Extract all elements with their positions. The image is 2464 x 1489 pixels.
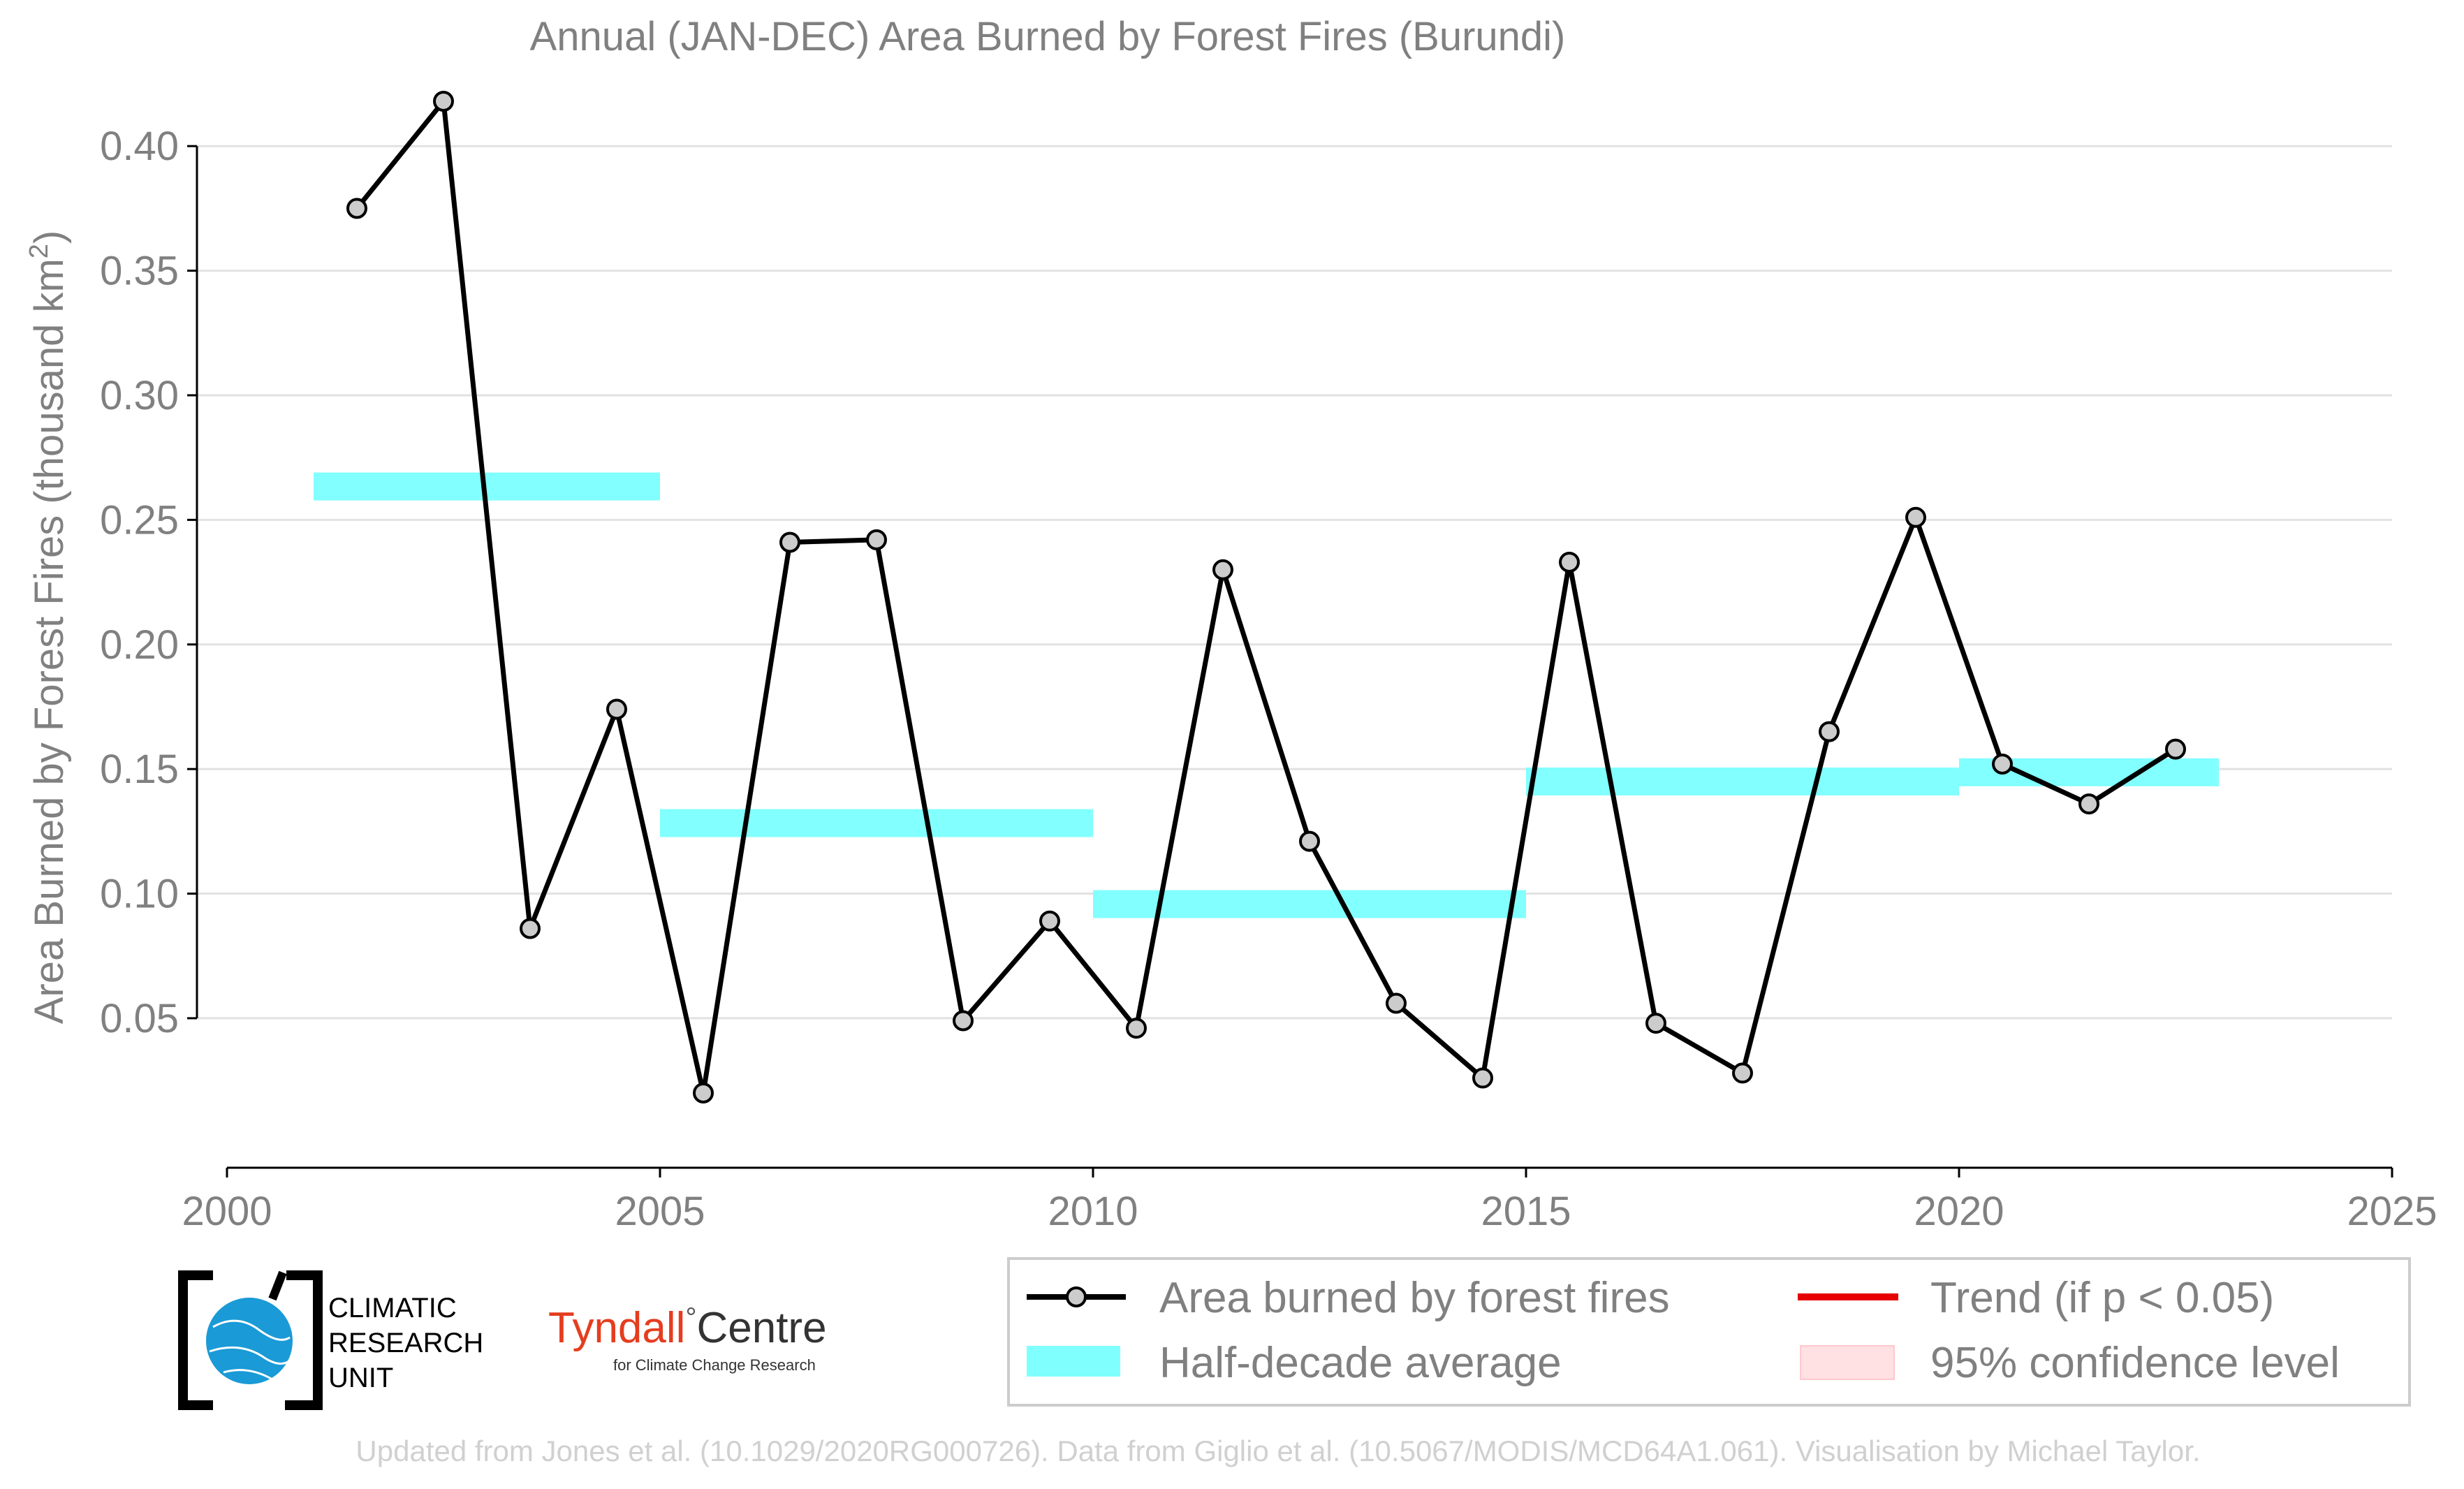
data-point — [2078, 793, 2099, 815]
y-tick-label: 0.40 — [100, 124, 179, 169]
legend: Area burned by forest fires Trend (if p … — [1007, 1257, 2411, 1407]
x-tick-label: 2005 — [615, 1189, 705, 1234]
data-point — [2165, 738, 2186, 760]
legend-label-area-burned: Area burned by forest fires — [1159, 1274, 1670, 1322]
cru-logo-globe-swirl — [209, 1319, 293, 1381]
tyndall-logo: Tyndall°Centre for Climate Change Resear… — [548, 1303, 827, 1374]
legend-box — [1007, 1257, 2411, 1407]
legend-label-trend: Trend (if p < 0.05) — [1930, 1274, 2274, 1322]
data-point — [1559, 552, 1580, 573]
data-point — [1645, 1013, 1666, 1034]
legend-label-confidence: 95% confidence level — [1930, 1339, 2340, 1387]
x-tick-label: 2015 — [1481, 1189, 1571, 1234]
data-point — [1039, 910, 1060, 932]
half-decade-band — [1526, 767, 1959, 795]
tyndall-logo-subtitle: for Climate Change Research — [613, 1356, 816, 1374]
y-tick-label: 0.05 — [100, 996, 179, 1041]
footer-credits: Updated from Jones et al. (10.1029/2020R… — [355, 1435, 2200, 1467]
cru-logo-text-3: UNIT — [328, 1363, 393, 1393]
x-tick-label: 2020 — [1914, 1189, 2004, 1234]
data-point — [1905, 506, 1926, 528]
data-point — [1299, 830, 1320, 852]
data-point — [520, 918, 541, 939]
axes — [187, 145, 2393, 1178]
y-tick-label: 0.15 — [100, 747, 179, 792]
cru-logo: CLIMATIC RESEARCH UNIT — [178, 1270, 483, 1410]
y-tick-label: 0.10 — [100, 872, 179, 917]
x-tick-label: 2010 — [1048, 1189, 1138, 1234]
cru-logo-bracket-right — [285, 1270, 323, 1410]
series-line — [355, 98, 2177, 1096]
half-decade-band — [1093, 890, 1526, 918]
legend-swatch-half-decade — [1027, 1346, 1120, 1377]
y-axis-label-main: Area Burned by Forest Fires (thousand km — [27, 258, 72, 1024]
chart-title: Annual (JAN-DEC) Area Burned by Forest F… — [530, 14, 1566, 59]
data-point — [693, 1082, 714, 1103]
y-tick-label: 0.30 — [100, 373, 179, 418]
cru-logo-slash — [268, 1270, 287, 1301]
legend-swatch-confidence — [1800, 1345, 1895, 1380]
y-tick-label: 0.20 — [100, 622, 179, 668]
y-axis-label: Area Burned by Forest Fires (thousand km… — [24, 230, 72, 1025]
cru-logo-bracket-left — [178, 1270, 213, 1410]
tyndall-logo-text: Tyndall°Centre — [548, 1303, 827, 1352]
data-point — [1212, 559, 1233, 580]
data-point — [1126, 1018, 1147, 1039]
cru-logo-text-1: CLIMATIC — [328, 1293, 457, 1323]
data-point — [1819, 721, 1840, 742]
half-decade-bands — [314, 472, 2219, 918]
cru-logo-text-2: RESEARCH — [328, 1328, 483, 1358]
cru-logo-globe-icon — [206, 1298, 293, 1384]
y-axis-label-close: ) — [27, 230, 72, 244]
tyndall-logo-centre: Centre — [696, 1304, 826, 1352]
x-tick-label: 2025 — [2347, 1189, 2437, 1234]
x-tick-label: 2000 — [182, 1189, 272, 1234]
data-point — [606, 698, 627, 720]
y-tick-label: 0.25 — [100, 497, 179, 543]
y-tick-label: 0.35 — [100, 249, 179, 294]
grid-lines — [197, 145, 2392, 1020]
data-point — [1472, 1067, 1493, 1089]
tyndall-logo-degree: ° — [685, 1303, 696, 1333]
data-point — [346, 198, 367, 219]
legend-label-half-decade: Half-decade average — [1159, 1339, 1562, 1387]
data-point — [866, 529, 887, 550]
data-point — [779, 531, 800, 553]
data-point — [433, 90, 454, 112]
y-axis-label-superscript: 2 — [24, 244, 54, 258]
tyndall-logo-name: Tyndall — [548, 1304, 685, 1352]
data-point — [1386, 992, 1407, 1014]
data-point — [953, 1010, 974, 1032]
tick-labels: 0.05 0.10 0.15 0.20 0.25 0.30 0.35 0.40 2000 2005… — [100, 124, 2437, 1234]
data-point — [1732, 1062, 1753, 1084]
half-decade-band — [660, 809, 1093, 837]
legend-marker-area-burned — [1066, 1286, 1087, 1307]
data-point — [1992, 754, 2013, 775]
series-area-burned — [346, 90, 2186, 1103]
